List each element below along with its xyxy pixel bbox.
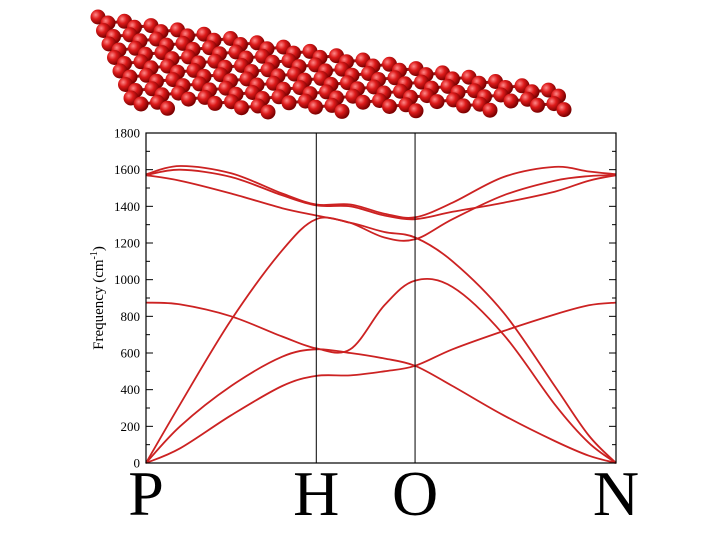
carbon-atom <box>308 99 323 115</box>
carbon-atom <box>355 94 371 110</box>
carbon-atom <box>456 98 471 114</box>
kpoint-label-O: O <box>392 458 438 529</box>
carbon-atom <box>160 100 175 116</box>
y-tick-label: 200 <box>121 419 141 434</box>
y-tick-label: 0 <box>134 456 141 471</box>
y-tick-label: 1000 <box>114 272 140 287</box>
y-tick-label: 1200 <box>114 236 140 251</box>
carbon-atom <box>133 96 149 112</box>
y-tick-label: 1800 <box>114 126 140 141</box>
phonon-branch-2 <box>145 348 617 464</box>
y-tick-label: 800 <box>121 309 141 324</box>
carbon-atom <box>234 100 249 116</box>
carbon-atom <box>207 95 223 111</box>
atoms <box>90 9 572 120</box>
y-axis-label-main: Frequency (cm <box>91 259 107 350</box>
graphene-sheet-icon <box>90 9 572 120</box>
carbon-atom <box>408 103 424 119</box>
y-tick-label: 600 <box>121 346 141 361</box>
kpoint-divider-lines <box>315 133 416 463</box>
carbon-atom <box>382 99 397 114</box>
y-axis-label-close: ) <box>91 246 107 251</box>
y-axis-label-exponent: -1 <box>89 251 100 259</box>
carbon-atom <box>334 103 350 119</box>
carbon-atom <box>503 93 519 109</box>
carbon-atom <box>260 104 276 120</box>
series-layer <box>145 165 617 464</box>
kpoint-label-N: N <box>593 458 639 529</box>
phonon-branch-1 <box>145 301 617 464</box>
carbon-atom <box>482 102 498 118</box>
carbon-atom <box>530 97 545 113</box>
y-axis-ticks: 0 200 400 600 800 1000 1200 1400 1600 1800 <box>114 126 616 471</box>
phonon-branch-3 <box>145 277 617 464</box>
carbon-atom <box>281 95 297 111</box>
phonon-branch-5 <box>145 174 617 242</box>
y-axis-label: Frequency (cm-1) <box>89 246 107 350</box>
phonon-branch-7 <box>145 165 617 219</box>
phonon-branch-6 <box>145 168 617 221</box>
kpoint-label-P: P <box>128 458 164 529</box>
y-tick-label: 400 <box>121 382 141 397</box>
y-tick-label: 1400 <box>114 199 140 214</box>
carbon-atom <box>556 102 572 118</box>
carbon-atom <box>181 91 196 107</box>
y-tick-label: 1600 <box>114 162 140 177</box>
carbon-atom <box>429 94 445 110</box>
kpoint-label-H: H <box>293 458 339 529</box>
phonon-branch-4 <box>145 216 617 464</box>
